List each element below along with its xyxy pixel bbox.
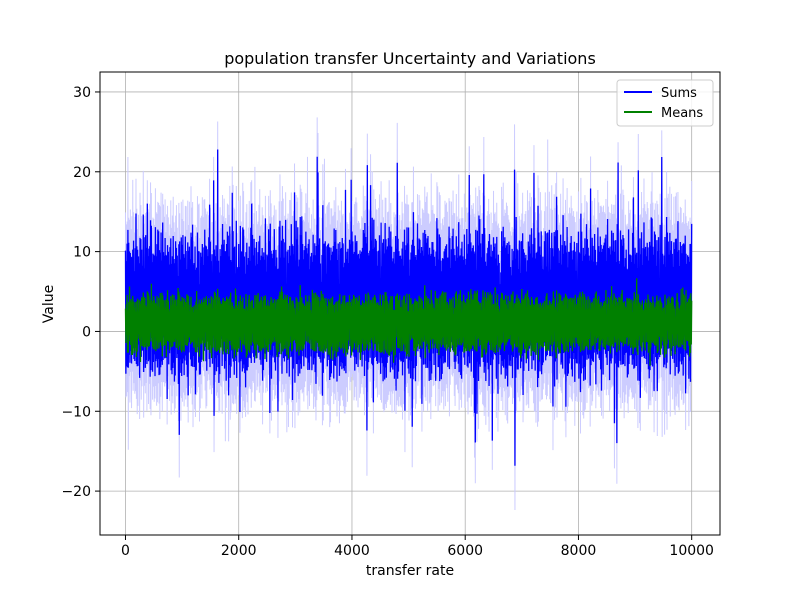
y-tick-label: 0 [82,324,91,340]
series-means-line [124,278,693,366]
series-means [124,278,693,366]
plot-area-frame [99,71,721,536]
x-tick-label: 2000 [221,543,257,559]
y-axis-title: Value [41,285,57,323]
x-axis-ticks: 0 2000 4000 6000 8000 10000 [121,535,714,559]
legend-label-sums: Sums [661,86,697,101]
x-axis-title: transfer rate [366,563,454,579]
x-tick-label: 0 [121,543,130,559]
x-tick-label: 10000 [669,543,714,559]
x-tick-label: 6000 [447,543,483,559]
chart-title: population transfer Uncertainty and Vari… [224,49,596,68]
y-tick-label: 20 [73,165,91,181]
y-tick-label: 30 [73,85,91,101]
x-tick-label: 8000 [561,543,597,559]
x-tick-label: 4000 [334,543,370,559]
y-tick-label: −10 [61,404,91,420]
y-tick-label: −20 [61,484,91,500]
y-tick-label: 10 [73,245,91,261]
legend-label-means: Means [661,106,703,121]
legend: Sums Means [616,79,714,127]
y-axis-ticks: −20 −10 0 10 20 30 [61,85,100,500]
